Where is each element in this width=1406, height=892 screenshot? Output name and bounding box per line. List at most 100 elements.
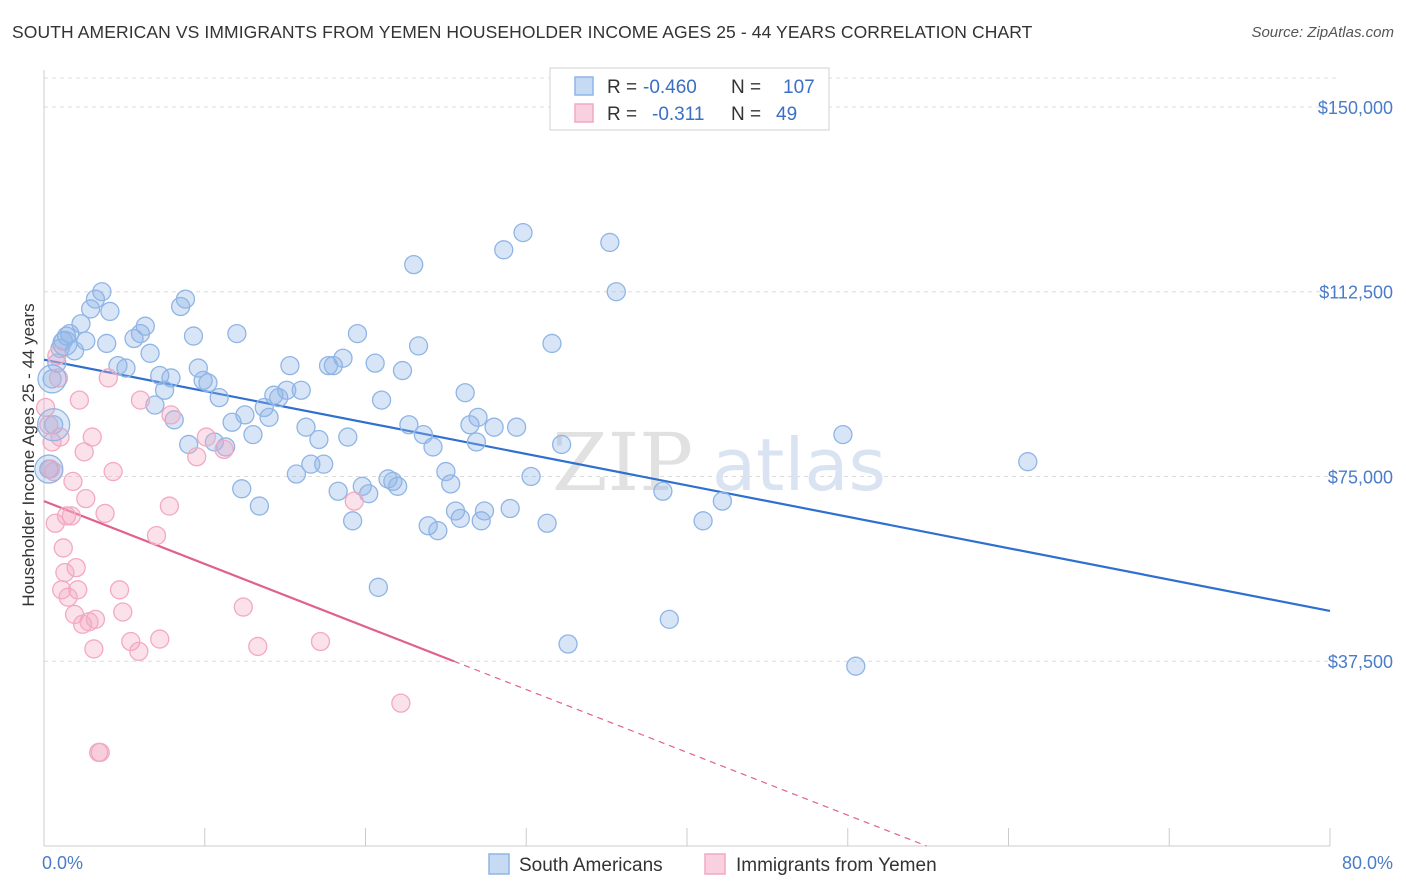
data-point — [404, 254, 424, 275]
data-point — [50, 427, 70, 447]
data-point — [291, 380, 311, 400]
data-point — [55, 562, 75, 583]
data-point — [365, 353, 385, 373]
data-point — [537, 513, 557, 533]
data-point — [103, 461, 123, 482]
data-point — [175, 289, 196, 309]
data-point — [85, 609, 106, 630]
data-point — [150, 629, 170, 649]
data-point — [48, 368, 69, 388]
data-point — [441, 474, 461, 494]
data-point — [269, 387, 289, 408]
x-tick-label-max: 80.0% — [1342, 853, 1393, 873]
data-point — [90, 742, 110, 763]
data-point — [1018, 452, 1038, 472]
data-point — [333, 348, 353, 368]
data-point — [506, 417, 527, 437]
chart-source: Source: ZipAtlas.com — [1251, 24, 1394, 41]
y-tick-label: $112,500 — [1319, 283, 1393, 303]
trend-lines — [43, 358, 1331, 847]
data-point — [338, 427, 358, 447]
data-point — [344, 491, 364, 511]
data-point — [113, 602, 133, 622]
data-point — [436, 461, 456, 482]
data-point — [56, 506, 77, 526]
data-point — [280, 355, 300, 376]
data-point — [542, 333, 562, 354]
data-point — [188, 358, 208, 378]
data-point — [69, 390, 90, 410]
data-point — [161, 405, 181, 425]
y-tick-label: $150,000 — [1318, 98, 1393, 118]
data-point — [45, 513, 65, 533]
data-point — [450, 508, 470, 529]
data-point — [76, 488, 96, 509]
data-point — [227, 323, 247, 344]
axes — [43, 70, 1331, 847]
data-point — [82, 427, 102, 447]
data-point — [500, 498, 520, 519]
data-point — [423, 437, 443, 457]
data-point — [58, 587, 78, 607]
data-point — [248, 636, 268, 657]
chart-title: SOUTH AMERICAN VS IMMIGRANTS FROM YEMEN … — [12, 22, 1033, 42]
data-point — [494, 240, 514, 260]
data-point — [84, 639, 104, 659]
y-tick-labels: $37,500 $75,000 $112,500 $150,000 — [1318, 98, 1393, 672]
trend-line-extension — [453, 660, 927, 847]
legend-swatch-yemen — [574, 103, 594, 123]
data-point — [135, 316, 155, 336]
data-point — [196, 427, 217, 447]
data-point — [235, 405, 255, 425]
data-point — [63, 471, 83, 492]
data-point — [474, 501, 495, 521]
data-point — [558, 634, 578, 654]
data-point — [484, 417, 504, 437]
data-point — [53, 538, 73, 558]
data-point — [408, 336, 429, 356]
data-point — [98, 368, 118, 388]
data-point — [100, 301, 120, 322]
bottom-legend-swatch-yemen — [704, 853, 726, 875]
legend-n-value-1: 107 — [783, 77, 815, 98]
y-axis-label: Householder Income Ages 25 - 44 years — [19, 303, 38, 606]
data-point — [418, 516, 438, 536]
data-point — [198, 373, 218, 393]
data-point — [399, 415, 419, 435]
data-point — [468, 407, 488, 428]
data-point — [606, 282, 626, 302]
data-point — [161, 368, 181, 388]
data-point — [460, 415, 480, 435]
data-point — [277, 380, 297, 400]
data-point — [97, 333, 117, 354]
data-points — [34, 222, 1038, 763]
data-point — [551, 434, 572, 455]
data-point — [392, 360, 413, 381]
legend-n-value-2: 49 — [776, 104, 797, 125]
data-point — [249, 496, 270, 516]
data-point — [109, 580, 130, 600]
data-point — [428, 521, 448, 541]
legend-r-label-2: R = — [607, 104, 637, 125]
bottom-legend-label-south-americans: South Americans — [519, 855, 663, 876]
data-point — [140, 343, 160, 363]
data-point — [243, 424, 263, 445]
legend-n-label-1: N = — [731, 77, 761, 98]
data-point — [310, 631, 331, 652]
data-point — [323, 355, 344, 376]
data-point — [391, 693, 411, 713]
data-point — [92, 282, 112, 302]
data-point — [846, 656, 866, 676]
data-point — [371, 390, 392, 410]
legend-r-value-1: -0.460 — [643, 77, 697, 98]
data-point — [40, 459, 61, 479]
data-point — [296, 417, 316, 437]
data-point — [159, 496, 180, 516]
data-point — [209, 387, 229, 408]
data-point — [232, 479, 252, 499]
data-point — [187, 447, 207, 467]
data-point — [42, 369, 62, 389]
data-point — [74, 442, 94, 462]
data-point — [347, 323, 368, 344]
watermark-atlas: atlas — [712, 423, 886, 507]
